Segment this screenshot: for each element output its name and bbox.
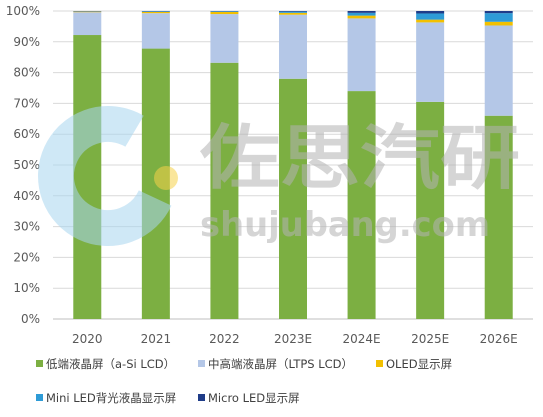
y-tick-label: 10%	[13, 281, 40, 295]
legend-label: 中高端液晶屏（LTPS LCD）	[208, 357, 353, 371]
bar-segment-2023E-s1	[279, 14, 307, 79]
legend: 低端液晶屏（a-Si LCD） 中高端液晶屏（LTPS LCD） OLED显示屏 Mi…	[36, 357, 452, 405]
watermark-url-text: shujubang.com	[200, 205, 490, 245]
bar-segment-2022-s1	[210, 14, 239, 63]
bar-segment-2025E-s3	[416, 13, 445, 20]
legend-swatch	[36, 394, 43, 401]
bar-segment-2024E-s2	[347, 15, 376, 19]
y-tick-label: 80%	[13, 66, 40, 80]
bar-segment-2025E-s1	[416, 22, 445, 102]
bar-segment-2020-s1	[73, 12, 102, 36]
bar-segment-2022-s2	[210, 11, 239, 15]
bar-segment-2024E-s0	[347, 91, 376, 319]
bar-segment-2020-s0	[73, 35, 102, 320]
bar-segment-2026E-s1	[484, 25, 513, 116]
legend-swatch	[376, 360, 383, 367]
y-tick-label: 20%	[13, 250, 40, 264]
bar-segment-2026E-s3	[484, 13, 513, 22]
bar-segment-2025E-s4	[416, 11, 445, 14]
y-tick-label: 90%	[13, 35, 40, 49]
y-tick-label: 30%	[13, 220, 40, 234]
bar-segment-2022-s0	[210, 62, 239, 320]
x-tick-label: 2024E	[343, 332, 381, 346]
watermark-logo-dot	[154, 166, 178, 190]
bar-segment-2024E-s3	[347, 12, 376, 16]
y-axis-ticks: 0% 10% 20% 30% 40% 50% 60% 70% 80% 90% 100%	[6, 4, 40, 326]
bar-segment-2024E-s1	[347, 18, 376, 92]
watermark: 佐思汽研 shujubang.com	[38, 106, 520, 246]
bar-segment-2021-s1	[141, 13, 170, 49]
bar-segment-2023E-s0	[279, 78, 307, 319]
bar-segment-2026E-s0	[484, 115, 513, 319]
bar-segment-2023E-s3	[279, 11, 307, 13]
x-tick-label: 2025E	[411, 332, 449, 346]
x-tick-label: 2023E	[274, 332, 312, 346]
legend-swatch	[36, 360, 43, 367]
legend-label: Micro LED显示屏	[208, 391, 300, 405]
y-tick-label: 50%	[13, 158, 40, 172]
x-axis-ticks: 2020 2021 2022 2023E 2024E 2025E 2026E	[72, 332, 518, 346]
bar-segment-2025E-s0	[416, 101, 445, 319]
bar-segment-2026E-s4	[484, 11, 513, 14]
x-tick-label: 2021	[141, 332, 172, 346]
legend-swatch	[198, 394, 205, 401]
bar-segment-2021-s3	[141, 11, 170, 12]
watermark-logo-ring	[38, 106, 178, 246]
x-tick-label: 2020	[72, 332, 103, 346]
bar-segment-2023E-s2	[279, 12, 307, 15]
legend-label: Mini LED背光液晶显示屏	[46, 391, 176, 405]
watermark-chinese-text: 佐思汽研	[199, 117, 520, 199]
x-tick-label: 2022	[209, 332, 240, 346]
bars	[73, 11, 513, 320]
bar-segment-2022-s3	[210, 11, 239, 12]
x-tick-label: 2026E	[480, 332, 518, 346]
y-tick-label: 60%	[13, 127, 40, 141]
y-tick-label: 40%	[13, 189, 40, 203]
bar-segment-2024E-s4	[347, 11, 376, 13]
bar-segment-2026E-s2	[484, 21, 513, 26]
legend-label: OLED显示屏	[386, 357, 452, 371]
legend-label: 低端液晶屏（a-Si LCD）	[46, 357, 175, 371]
legend-swatch	[198, 360, 205, 367]
y-tick-label: 0%	[21, 312, 40, 326]
y-tick-label: 100%	[6, 4, 40, 18]
bar-segment-2023E-s4	[279, 11, 307, 12]
bar-segment-2020-s2	[73, 11, 102, 13]
bar-segment-2021-s2	[141, 11, 170, 14]
bar-segment-2025E-s2	[416, 19, 445, 23]
y-tick-label: 70%	[13, 96, 40, 110]
